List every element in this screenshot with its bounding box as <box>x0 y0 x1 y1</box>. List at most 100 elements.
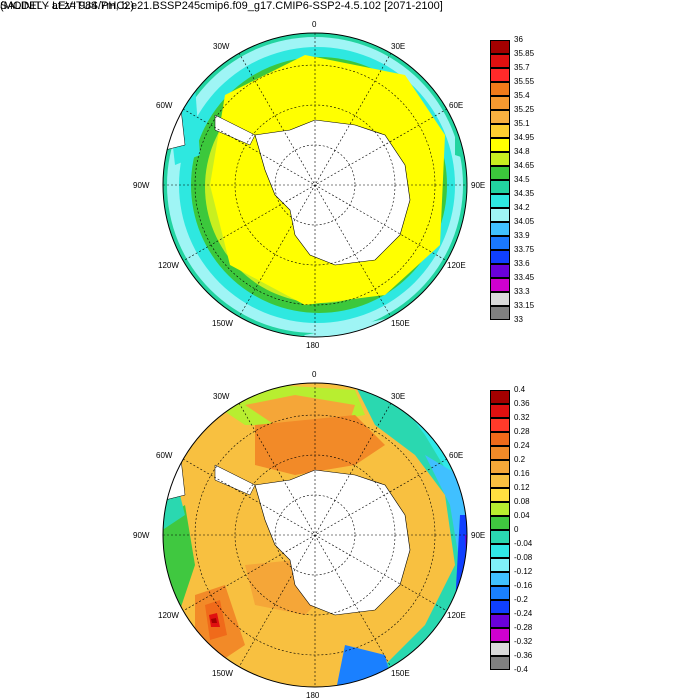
difference-colorbar-swatch <box>490 572 510 586</box>
salinity-colorbar-label: 33.15 <box>514 301 535 310</box>
lon-label-120e: 120E <box>447 611 466 620</box>
salinity-colorbar-label: 33.6 <box>514 259 530 268</box>
salinity-colorbar-swatch <box>490 236 510 250</box>
lon-label-180: 180 <box>306 691 320 700</box>
lon-label-60w: 60W <box>156 101 173 110</box>
difference-colorbar-swatch <box>490 614 510 628</box>
lon-label-0: 0 <box>312 20 317 29</box>
salinity-colorbar-label: 35.1 <box>514 119 530 128</box>
difference-colorbar-swatch <box>490 460 510 474</box>
difference-colorbar-label: 0.08 <box>514 497 530 506</box>
difference-colorbar-label: 0.16 <box>514 469 530 478</box>
difference-colorbar-label: -0.12 <box>514 567 533 576</box>
difference-colorbar-label: -0.36 <box>514 651 533 660</box>
salinity-colorbar-label: 33.75 <box>514 245 535 254</box>
lon-label-150w: 150W <box>212 319 233 328</box>
difference-colorbar-label: 0 <box>514 525 519 534</box>
lon-label-90e: 90E <box>471 531 486 540</box>
salinity-difference-map: 0 30E 60E 90E 120E 150E 180 150W 120W 90… <box>133 365 485 700</box>
salinity-colorbar-swatch <box>490 278 510 292</box>
salinity-colorbar-label: 35.7 <box>514 63 530 72</box>
lon-label-30w: 30W <box>213 392 230 401</box>
lon-label-150w: 150W <box>212 669 233 678</box>
salinity-map: 0 30E 60E 90E 120E 150E 180 150W 120W 90… <box>133 15 485 350</box>
difference-colorbar-label: 0.4 <box>514 385 526 394</box>
main-title: SALINITY at z= 984.7m, b.e21.BSSP245cmip… <box>0 0 443 12</box>
lon-label-60e: 60E <box>449 451 464 460</box>
salinity-colorbar: 36 35.85 35.7 35.55 35.4 35.25 35.1 34.95 34.8 34… <box>490 35 550 330</box>
difference-colorbar-label: 0.24 <box>514 441 530 450</box>
salinity-colorbar-label: 34.05 <box>514 217 535 226</box>
salinity-colorbar-swatch <box>490 68 510 82</box>
salinity-colorbar-swatch <box>490 82 510 96</box>
salinity-colorbar-label: 34.35 <box>514 189 535 198</box>
difference-colorbar-swatch <box>490 488 510 502</box>
difference-colorbar-label: 0.32 <box>514 413 530 422</box>
lon-label-90e: 90E <box>471 181 486 190</box>
difference-colorbar-swatch <box>490 530 510 544</box>
difference-colorbar-label: 0.12 <box>514 483 530 492</box>
salinity-colorbar-swatch <box>490 194 510 208</box>
salinity-colorbar-label: 34.5 <box>514 175 530 184</box>
salinity-colorbar-swatch <box>490 138 510 152</box>
salinity-colorbar-label: 36 <box>514 35 523 44</box>
difference-colorbar-label: 0.2 <box>514 455 526 464</box>
difference-colorbar-swatch <box>490 600 510 614</box>
difference-colorbar-label: -0.24 <box>514 609 533 618</box>
lon-label-30e: 30E <box>391 42 406 51</box>
lon-label-120e: 120E <box>447 261 466 270</box>
difference-colorbar-swatch <box>490 544 510 558</box>
lon-label-30e: 30E <box>391 392 406 401</box>
salinity-colorbar-label: 34.8 <box>514 147 530 156</box>
salinity-colorbar-label: 34.65 <box>514 161 535 170</box>
salinity-colorbar-label: 34.2 <box>514 203 530 212</box>
difference-colorbar-label: -0.04 <box>514 539 533 548</box>
lon-label-120w: 120W <box>158 611 179 620</box>
difference-colorbar-swatch <box>490 516 510 530</box>
salinity-colorbar-label: 33 <box>514 315 523 324</box>
salinity-colorbar-swatch <box>490 54 510 68</box>
salinity-colorbar-swatch <box>490 208 510 222</box>
salinity-colorbar-label: 33.9 <box>514 231 530 240</box>
lon-label-90w: 90W <box>133 531 150 540</box>
difference-title: (MODEL - LEVITUS/PHC2) <box>0 0 135 12</box>
salinity-colorbar-swatch <box>490 96 510 110</box>
salinity-colorbar-swatch <box>490 124 510 138</box>
salinity-colorbar-label: 33.3 <box>514 287 530 296</box>
difference-colorbar-label: -0.08 <box>514 553 533 562</box>
salinity-colorbar-label: 34.95 <box>514 133 535 142</box>
difference-colorbar-swatch <box>490 502 510 516</box>
lon-label-60w: 60W <box>156 451 173 460</box>
salinity-colorbar-swatch <box>490 250 510 264</box>
difference-colorbar-label: -0.28 <box>514 623 533 632</box>
lon-label-120w: 120W <box>158 261 179 270</box>
difference-colorbar-swatch <box>490 390 510 404</box>
difference-map-plot <box>162 382 468 688</box>
salinity-colorbar-swatch <box>490 292 510 306</box>
difference-colorbar-label: 0.36 <box>514 399 530 408</box>
lon-label-60e: 60E <box>449 101 464 110</box>
salinity-colorbar-label: 35.55 <box>514 77 535 86</box>
salinity-colorbar-swatch <box>490 166 510 180</box>
difference-colorbar-label: 0.04 <box>514 511 530 520</box>
lon-label-180: 180 <box>306 341 320 350</box>
lon-label-90w: 90W <box>133 181 150 190</box>
lon-label-0: 0 <box>312 370 317 379</box>
difference-colorbar-label: -0.32 <box>514 637 533 646</box>
difference-colorbar-swatch <box>490 558 510 572</box>
salinity-colorbar-label: 35.4 <box>514 91 530 100</box>
difference-colorbar-swatch <box>490 586 510 600</box>
salinity-colorbar-label: 35.85 <box>514 49 535 58</box>
salinity-colorbar-swatch <box>490 180 510 194</box>
lon-label-150e: 150E <box>391 319 410 328</box>
lon-label-30w: 30W <box>213 42 230 51</box>
difference-colorbar-swatch <box>490 446 510 460</box>
difference-colorbar-swatch <box>490 642 510 656</box>
difference-colorbar: 0.4 0.36 0.32 0.28 0.24 0.2 0.16 0.12 0.08 0.04 0 -… <box>490 385 550 680</box>
difference-colorbar-swatch <box>490 404 510 418</box>
salinity-colorbar-swatch <box>490 264 510 278</box>
salinity-map-plot <box>162 32 468 338</box>
lon-label-150e: 150E <box>391 669 410 678</box>
difference-colorbar-label: 0.28 <box>514 427 530 436</box>
difference-colorbar-swatch <box>490 418 510 432</box>
